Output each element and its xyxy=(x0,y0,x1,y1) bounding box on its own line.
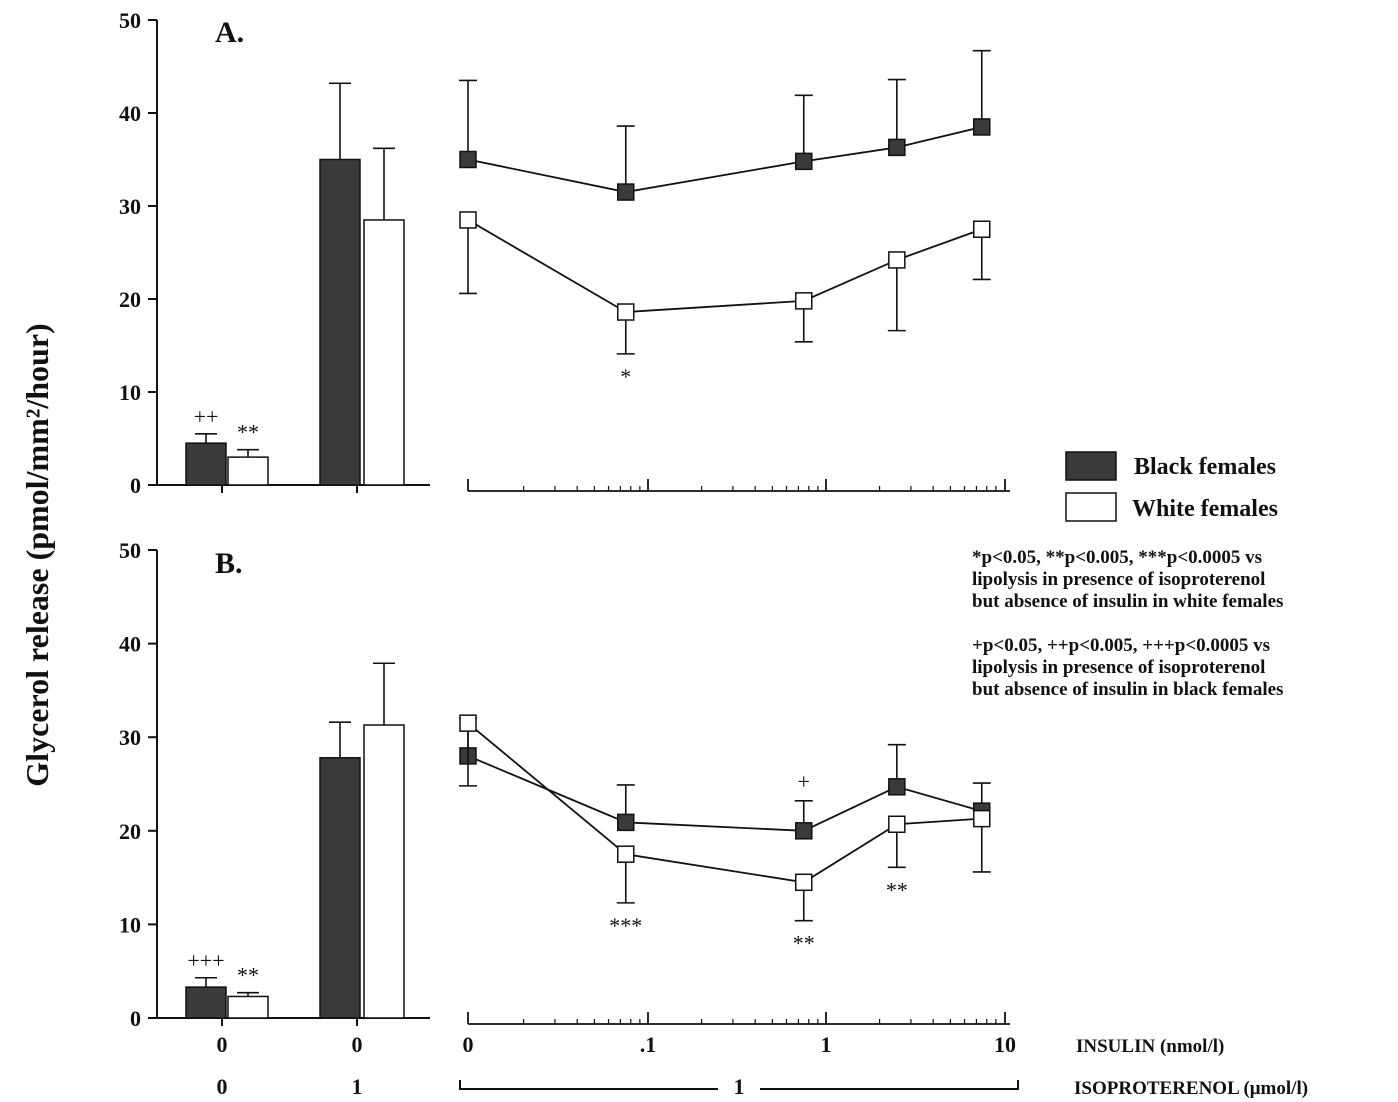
point-black-a-2 xyxy=(617,183,635,201)
error-bar-black-b-2 xyxy=(329,721,351,758)
insulin-axis-label: INSULIN (nmol/l) xyxy=(1076,1036,1224,1057)
error-bar-black-b-1 xyxy=(195,976,217,988)
legend-swatch-white xyxy=(1065,492,1117,522)
sig-label-white-bar-a-1: ** xyxy=(237,420,259,445)
significance-notes: *p<0.05, **p<0.005, ***p<0.0005 vs lipol… xyxy=(972,547,1283,700)
error-bar-white-b-pt1 xyxy=(459,723,477,787)
legend-label-black: Black females xyxy=(1134,454,1276,480)
error-bar-black-a-pt2 xyxy=(616,125,635,193)
y-tick-label-b-50: 50 xyxy=(119,538,141,563)
point-white-b-3 xyxy=(795,873,813,892)
sig-label-black-bar-b-1: +++ xyxy=(187,948,224,973)
point-white-a-2 xyxy=(617,303,635,321)
error-bar-white-a-1 xyxy=(237,448,259,458)
point-white-b-1 xyxy=(459,714,477,732)
bar-iso-tick-2: 1 xyxy=(352,1074,363,1099)
point-white-a-4 xyxy=(888,251,906,269)
isoproterenol-bracket xyxy=(459,1080,1019,1090)
error-bar-black-a-pt1 xyxy=(459,79,477,160)
line-white-b xyxy=(467,722,982,884)
sig-label-white-b-4: ** xyxy=(886,877,908,902)
line-insulin-tick-1: 1 xyxy=(821,1032,832,1057)
y-tick-label-a-20: 20 xyxy=(119,287,141,312)
y-tick-label-b-0: 0 xyxy=(130,1006,141,1031)
error-bar-black-a-2 xyxy=(329,82,351,160)
note-black-line-2: lipolysis in presence of isoproterenol xyxy=(972,657,1265,678)
point-black-a-4 xyxy=(888,138,906,157)
bar-white-b-2 xyxy=(363,724,405,1019)
error-bar-white-a-2 xyxy=(373,147,395,220)
point-black-b-4 xyxy=(888,778,906,796)
point-white-b-2 xyxy=(617,845,635,863)
error-bar-white-b-2 xyxy=(373,662,395,726)
note-black-line-1: +p<0.05, ++p<0.005, +++p<0.0005 vs xyxy=(972,635,1270,656)
bar-white-a-1 xyxy=(227,456,269,486)
note-white-line-2: lipolysis in presence of isoproterenol xyxy=(972,569,1265,590)
legend-swatch-black xyxy=(1065,451,1117,481)
point-white-b-5 xyxy=(973,809,991,828)
y-tick-label-b-20: 20 xyxy=(119,819,141,844)
bar-black-a-1 xyxy=(185,442,227,486)
sig-label-black-bar-a-1: ++ xyxy=(194,404,219,429)
isoproterenol-axis-label: ISOPROTERENOL (μmol/l) xyxy=(1074,1078,1308,1099)
error-bar-black-a-1 xyxy=(195,433,217,444)
note-white-line-1: *p<0.05, **p<0.005, ***p<0.0005 vs xyxy=(972,547,1262,568)
point-black-a-1 xyxy=(459,150,477,169)
sig-label-black-b-3: + xyxy=(798,769,810,794)
bar-white-a-2 xyxy=(363,219,405,486)
panel-label-a: A. xyxy=(215,16,244,49)
point-black-a-3 xyxy=(795,152,813,171)
point-black-b-3 xyxy=(795,822,813,840)
y-tick-label-a-50: 50 xyxy=(119,8,141,33)
panel-label-b: B. xyxy=(215,547,243,580)
error-bar-white-b-pt5 xyxy=(972,818,991,873)
error-bar-black-a-pt5 xyxy=(972,49,991,127)
line-insulin-tick-0: 0 xyxy=(463,1032,474,1057)
point-black-b-2 xyxy=(617,813,635,832)
error-bar-white-a-pt1 xyxy=(459,219,477,295)
sig-label-white-b-2: *** xyxy=(609,913,642,938)
line-insulin-tick-10: 10 xyxy=(994,1032,1016,1057)
bar-black-b-2 xyxy=(319,757,361,1019)
line-insulin-tick-01: .1 xyxy=(640,1032,657,1057)
note-black-line-3: but absence of insulin in black females xyxy=(972,679,1283,700)
error-bar-black-a-pt4 xyxy=(887,78,906,148)
bar-insulin-tick-2: 0 xyxy=(352,1032,363,1057)
y-tick-label-b-40: 40 xyxy=(119,632,141,657)
point-black-a-5 xyxy=(973,118,991,136)
y-tick-label-b-10: 10 xyxy=(119,912,141,937)
line-iso-tick: 1 xyxy=(734,1074,745,1099)
bar-black-b-1 xyxy=(185,986,227,1019)
sig-label-white-a-2: * xyxy=(620,364,631,389)
point-white-a-3 xyxy=(795,292,813,310)
point-white-a-1 xyxy=(459,211,477,229)
sig-label-white-b-3: ** xyxy=(793,931,815,956)
legend: Black females White females xyxy=(1065,451,1278,522)
sig-label-white-bar-b-1: ** xyxy=(237,963,259,988)
y-tick-label-b-30: 30 xyxy=(119,725,141,750)
y-axis-label: Glycerol release (pmol/mm²/hour) xyxy=(19,323,55,786)
error-bar-white-b-1 xyxy=(237,991,259,997)
y-tick-label-a-30: 30 xyxy=(119,194,141,219)
x-axis-labels: 0 0 0 1 0 .1 1 10 INSULIN (nmol/l) 1 ISO… xyxy=(217,1032,1309,1099)
error-bar-white-a-pt4 xyxy=(887,259,906,332)
note-white-line-3: but absence of insulin in white females xyxy=(972,591,1283,612)
bar-insulin-tick-1: 0 xyxy=(217,1032,228,1057)
y-tick-label-a-0: 0 xyxy=(130,473,141,498)
bar-iso-tick-1: 0 xyxy=(217,1074,228,1099)
point-white-a-5 xyxy=(973,220,991,238)
bar-black-a-2 xyxy=(319,158,361,486)
error-bar-black-a-pt3 xyxy=(794,94,813,162)
bar-white-b-1 xyxy=(227,995,269,1019)
y-tick-label-a-10: 10 xyxy=(119,380,141,405)
line-black-a xyxy=(467,126,982,193)
y-tick-label-a-40: 40 xyxy=(119,101,141,126)
legend-label-white: White females xyxy=(1132,496,1278,522)
point-white-b-4 xyxy=(888,815,906,833)
